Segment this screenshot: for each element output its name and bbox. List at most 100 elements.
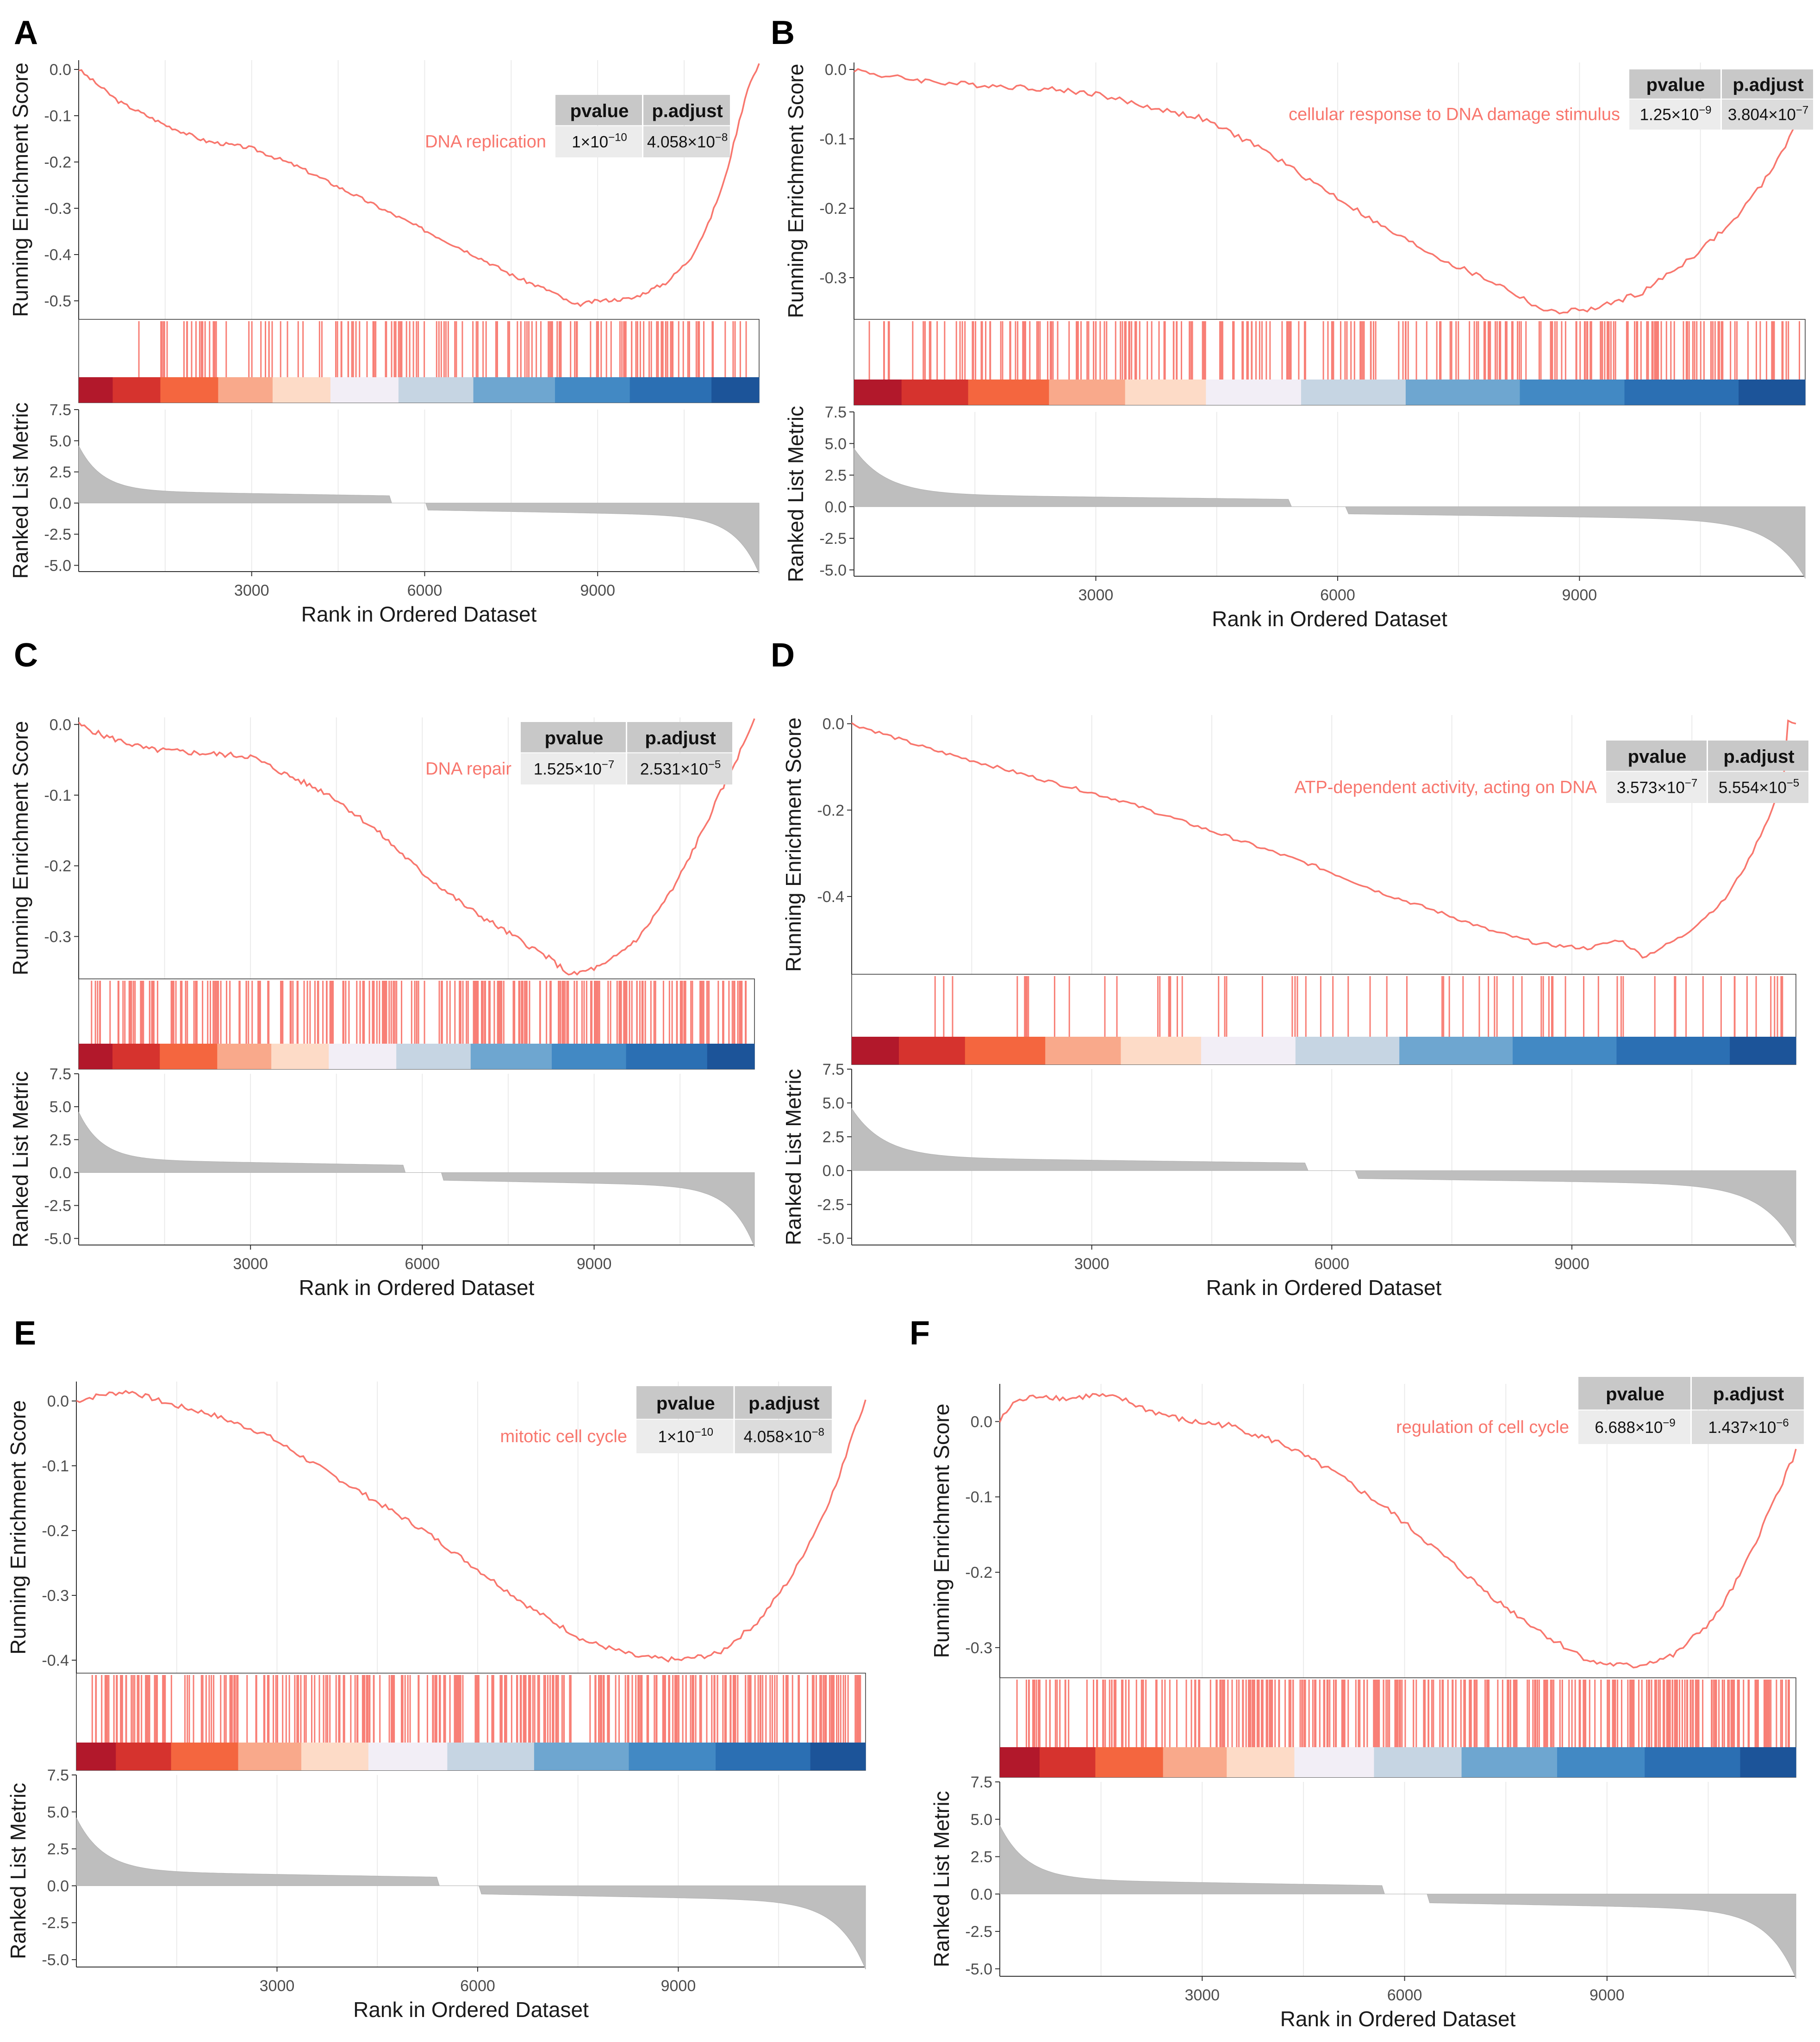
table-header-label: pvalue [656, 1393, 715, 1413]
table-value-cell [636, 1419, 734, 1453]
es-tick-label: 0.0 [50, 61, 71, 79]
x-tick-label: 6000 [460, 1977, 495, 1995]
table-value-mantissa: 5.554×10 [1719, 778, 1787, 797]
panel-c: C 0.0 -0.1 -0.2 -0.3 7.5 5.0 2.5 0.0 -2.5 -5.0 3000… [8, 637, 755, 1300]
metric-axis-title: Ranked List Metric [8, 1071, 32, 1248]
metric-tick-label: 5.0 [50, 1098, 71, 1116]
color-bar-segment [398, 377, 474, 403]
metric-tick-label: 2.5 [823, 1128, 844, 1146]
metric-tick-label: 7.5 [50, 401, 71, 419]
color-bar-segment [329, 1044, 397, 1069]
table-value-exponent: −7 [602, 758, 614, 771]
color-bar-segment [76, 1743, 116, 1770]
x-tick-label: 3000 [1074, 1255, 1109, 1273]
es-tick-label: -0.3 [965, 1639, 992, 1657]
es-tick-label: -0.3 [44, 200, 71, 218]
panel-e: E 0.0 -0.1 -0.2 -0.3 -0.4 7.5 5.0 2.5 0.0 -2.5 -5.0… [6, 1315, 866, 2022]
color-bar-segment [1557, 1747, 1645, 1777]
table-header-cell [555, 95, 642, 125]
metric-tick-label: -5.0 [819, 561, 847, 579]
table-header-label: pvalue [545, 728, 604, 748]
color-bar-segment [965, 1037, 1046, 1065]
x-tick-label: 6000 [405, 1255, 440, 1273]
metric-tick-label: -5.0 [44, 1230, 71, 1248]
metric-tick-label: 2.5 [825, 467, 847, 485]
panel-a: A 0.0 -0.1 -0.2 -0.3 -0.4 -0.5 7.5 5.0 2.5 0.0 -2.5… [8, 14, 760, 626]
es-tick-label: -0.3 [42, 1587, 69, 1605]
table-header-label: p.adjust [652, 101, 723, 121]
metric-tick-label: 2.5 [50, 464, 71, 481]
metric-axis-title: Ranked List Metric [929, 1791, 954, 1967]
table-value-cell [1578, 1410, 1690, 1444]
table-header-label: pvalue [1628, 747, 1687, 767]
table-value-cell [627, 753, 732, 784]
color-bar-segment [534, 1743, 629, 1770]
table-value-cell [1629, 100, 1720, 130]
hit-marks [1016, 1680, 1790, 1747]
table-header-cell [735, 1386, 832, 1419]
color-bar-segment [852, 1037, 899, 1065]
x-axis-title: Rank in Ordered Dataset [1280, 2007, 1516, 2031]
panel-letter: B [771, 14, 795, 51]
table-value-mantissa: 1.525×10 [534, 760, 602, 778]
table-value-cell [1708, 772, 1808, 803]
table-header-cell [1708, 741, 1808, 771]
table-value: 3.573×10−7 [1617, 777, 1697, 797]
es-tick-label: 0.0 [825, 61, 847, 79]
table-value-exponent: −9 [1699, 104, 1711, 117]
table-header-label: p.adjust [1733, 75, 1803, 95]
metric-axis-title: Ranked List Metric [784, 406, 808, 582]
stats-table: pvalue p.adjust 6.688×10−9 1.437×10−6 [1578, 1377, 1804, 1444]
table-value: 1.525×10−7 [534, 758, 614, 778]
es-tick-label: -0.5 [44, 293, 71, 310]
table-value-exponent: −8 [715, 131, 728, 143]
metric-tick-label: -5.0 [817, 1230, 844, 1247]
color-bar-segment [160, 377, 218, 403]
stats-table: pvalue p.adjust 3.573×10−7 5.554×10−5 [1606, 741, 1808, 803]
metric-tick-label: 5.0 [823, 1095, 844, 1112]
table-header-cell [1692, 1377, 1804, 1410]
table-value-cell [1722, 100, 1813, 130]
table-value-mantissa: 1.437×10 [1708, 1419, 1776, 1437]
es-line [853, 68, 1806, 315]
color-bar-segment [1730, 1037, 1796, 1065]
color-bar-segment [1645, 1747, 1741, 1777]
metric-axis-title: Ranked List Metric [8, 403, 32, 579]
x-tick-label: 3000 [1078, 586, 1114, 604]
es-tick-label: -0.3 [44, 928, 71, 946]
metric-tick-label: -2.5 [42, 1914, 69, 1932]
panel-letter: A [14, 14, 38, 51]
table-value-exponent: −9 [1663, 1417, 1675, 1429]
hit-marks [138, 321, 747, 377]
table-value-cell [521, 753, 626, 784]
color-bar-segment [629, 1743, 716, 1770]
es-tick-label: 0.0 [971, 1413, 992, 1431]
es-tick-label: -0.1 [42, 1457, 69, 1475]
table-value-cell [735, 1419, 832, 1453]
ranked-metric-area [76, 1818, 866, 1969]
color-bar-segment [810, 1743, 866, 1770]
es-line [78, 63, 760, 307]
table-header-cell [1629, 69, 1720, 99]
color-bar-segment [1040, 1747, 1096, 1777]
ranked-metric-area [851, 1108, 1796, 1248]
metric-axis-title: Ranked List Metric [6, 1783, 30, 1959]
table-value-exponent: −6 [1776, 1417, 1789, 1429]
term-label: mitotic cell cycle [500, 1427, 628, 1446]
table-value-mantissa: 3.804×10 [1728, 106, 1796, 124]
metric-tick-label: -5.0 [965, 1961, 992, 1978]
table-value-cell [1606, 772, 1707, 803]
color-bar-segment [1513, 1037, 1617, 1065]
color-bar-segment [1045, 1037, 1121, 1065]
term-label: DNA replication [425, 132, 546, 151]
es-tick-label: 0.0 [50, 716, 71, 734]
color-bar-segment [968, 380, 1049, 405]
table-header-label: p.adjust [748, 1393, 819, 1413]
color-bar-segment [1405, 380, 1520, 405]
es-axis-title: Running Enrichment Score [8, 62, 32, 317]
table-value-cell [1692, 1410, 1804, 1444]
table-value-mantissa: 1×10 [572, 133, 608, 151]
table-value-exponent: −5 [1787, 777, 1799, 789]
metric-tick-label: -2.5 [819, 530, 847, 548]
